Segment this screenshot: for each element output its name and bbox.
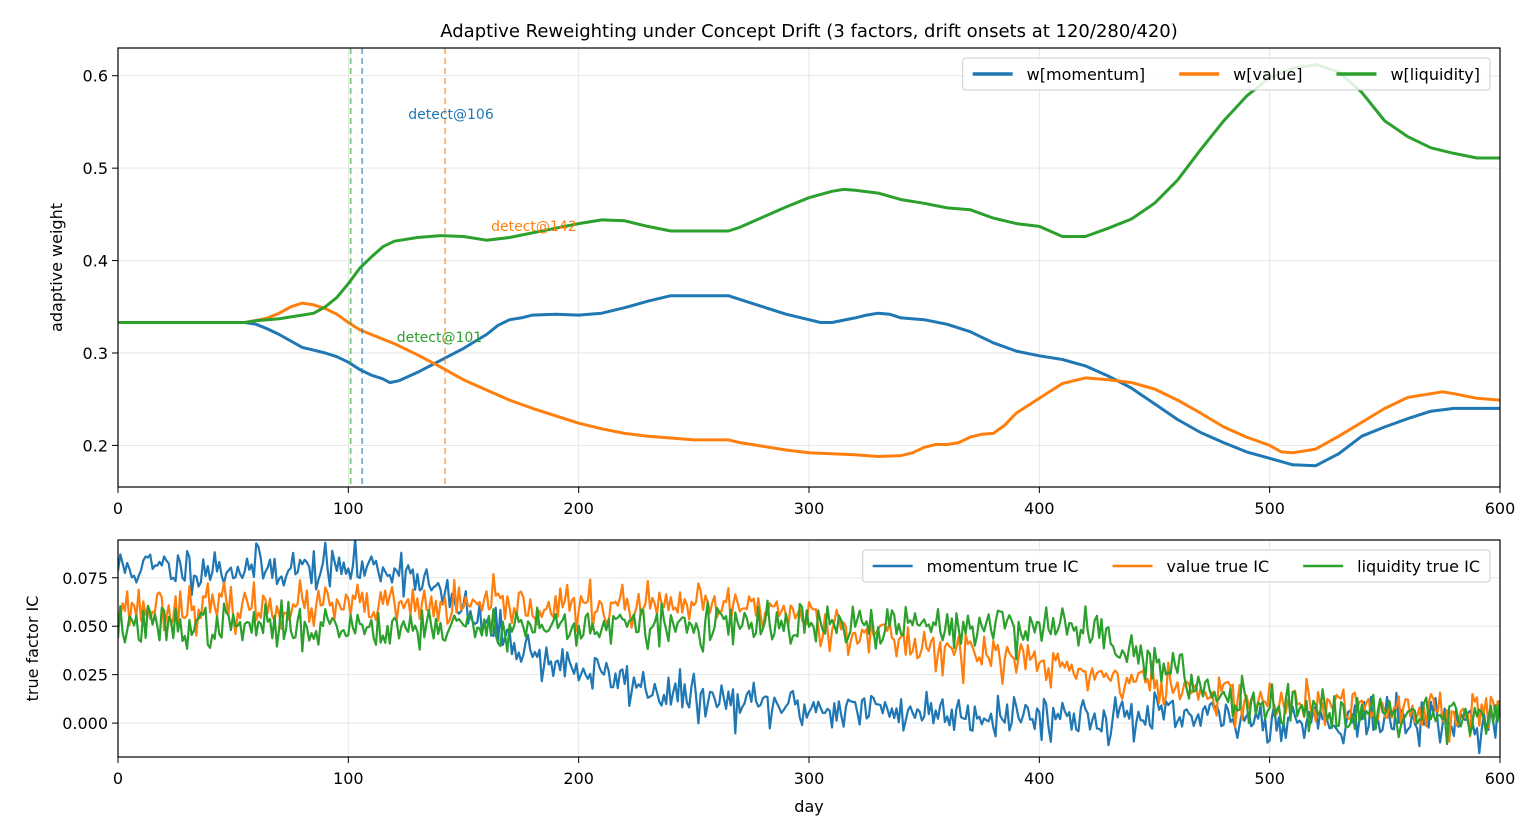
x-tick-label: 500 xyxy=(1254,499,1285,518)
legend-label-liquidity-true-ic: liquidity true IC xyxy=(1357,557,1480,576)
detection-annotation: detect@106 xyxy=(408,107,494,123)
series-line-w-liquidity xyxy=(118,63,1500,324)
series-line-momentum-true-ic xyxy=(118,540,1500,755)
legend: momentum true IC value true IC liquidity t… xyxy=(862,549,1491,583)
legend-label-w-momentum: w[momentum] xyxy=(1027,65,1146,84)
x-tick-label: 0 xyxy=(113,499,123,518)
series-line-liquidity-true-ic xyxy=(118,599,1500,746)
true-ic-panel: 0 100 200 300 400 500 600 0.000 0.025 0.050 0.075 d… xyxy=(23,539,1515,816)
x-tick-label: 400 xyxy=(1024,499,1055,518)
y-tick-label: 0.025 xyxy=(62,666,108,685)
x-tick-label: 600 xyxy=(1485,499,1516,518)
y-tick-label: 0.5 xyxy=(83,159,108,178)
x-tick-label: 300 xyxy=(794,499,825,518)
x-tick-label: 200 xyxy=(563,769,594,788)
series-lines xyxy=(118,63,1500,468)
legend-label-w-value: w[value] xyxy=(1233,65,1302,84)
y-tick-label: 0.050 xyxy=(62,617,108,636)
legend-label-value-true-ic: value true IC xyxy=(1167,557,1270,576)
detection-annotation: detect@142 xyxy=(491,219,577,235)
x-tick-label: 0 xyxy=(113,769,123,788)
x-tick-label: 300 xyxy=(794,769,825,788)
legend-label-w-liquidity: w[liquidity] xyxy=(1390,65,1480,84)
x-tick-label: 400 xyxy=(1024,769,1055,788)
weights-panel: 0 100 200 300 400 500 600 0.2 0.3 0.4 0.5 0.6 detect… xyxy=(47,21,1516,518)
y-tick-label: 0.4 xyxy=(83,252,108,271)
series-line-value-true-ic xyxy=(118,573,1500,743)
series-line-w-momentum xyxy=(118,294,1500,468)
y-tick-label: 0.3 xyxy=(83,344,108,363)
y-axis-label: true factor IC xyxy=(23,596,42,702)
chart-title: Adaptive Reweighting under Concept Drift… xyxy=(440,21,1178,42)
x-tick-label: 500 xyxy=(1254,769,1285,788)
x-tick-label: 100 xyxy=(333,499,364,518)
legend-box xyxy=(862,549,1491,583)
series-lines xyxy=(118,540,1500,755)
axes-frame xyxy=(117,47,1501,488)
series-line-w-value xyxy=(118,301,1500,458)
y-tick-label: 0.000 xyxy=(62,714,108,733)
x-tick-label: 200 xyxy=(563,499,594,518)
x-tick-label: 100 xyxy=(333,769,364,788)
x-tick-label: 600 xyxy=(1485,769,1516,788)
y-tick-label: 0.2 xyxy=(83,436,108,455)
x-axis-label: day xyxy=(794,797,823,816)
legend-box xyxy=(962,57,1491,91)
legend: w[momentum] w[value] w[liquidity] xyxy=(962,57,1491,91)
y-axis-label: adaptive weight xyxy=(47,203,66,332)
y-tick-label: 0.075 xyxy=(62,569,108,588)
detection-annotation: detect@101 xyxy=(397,330,483,346)
legend-label-momentum-true-ic: momentum true IC xyxy=(927,557,1079,576)
axes-frame xyxy=(117,539,1501,758)
y-tick-label: 0.6 xyxy=(83,67,108,86)
